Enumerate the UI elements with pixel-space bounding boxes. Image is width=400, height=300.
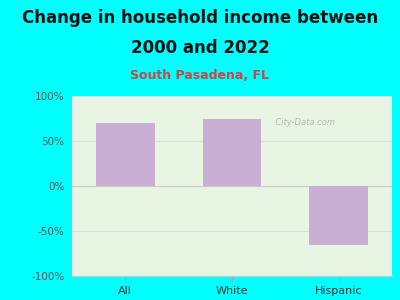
Bar — [203, 118, 261, 186]
Bar — [309, 186, 368, 244]
Text: South Pasadena, FL: South Pasadena, FL — [130, 69, 270, 82]
Text: City-Data.com: City-Data.com — [270, 118, 335, 127]
Bar — [96, 123, 155, 186]
Text: 2000 and 2022: 2000 and 2022 — [131, 39, 269, 57]
Text: Change in household income between: Change in household income between — [22, 9, 378, 27]
